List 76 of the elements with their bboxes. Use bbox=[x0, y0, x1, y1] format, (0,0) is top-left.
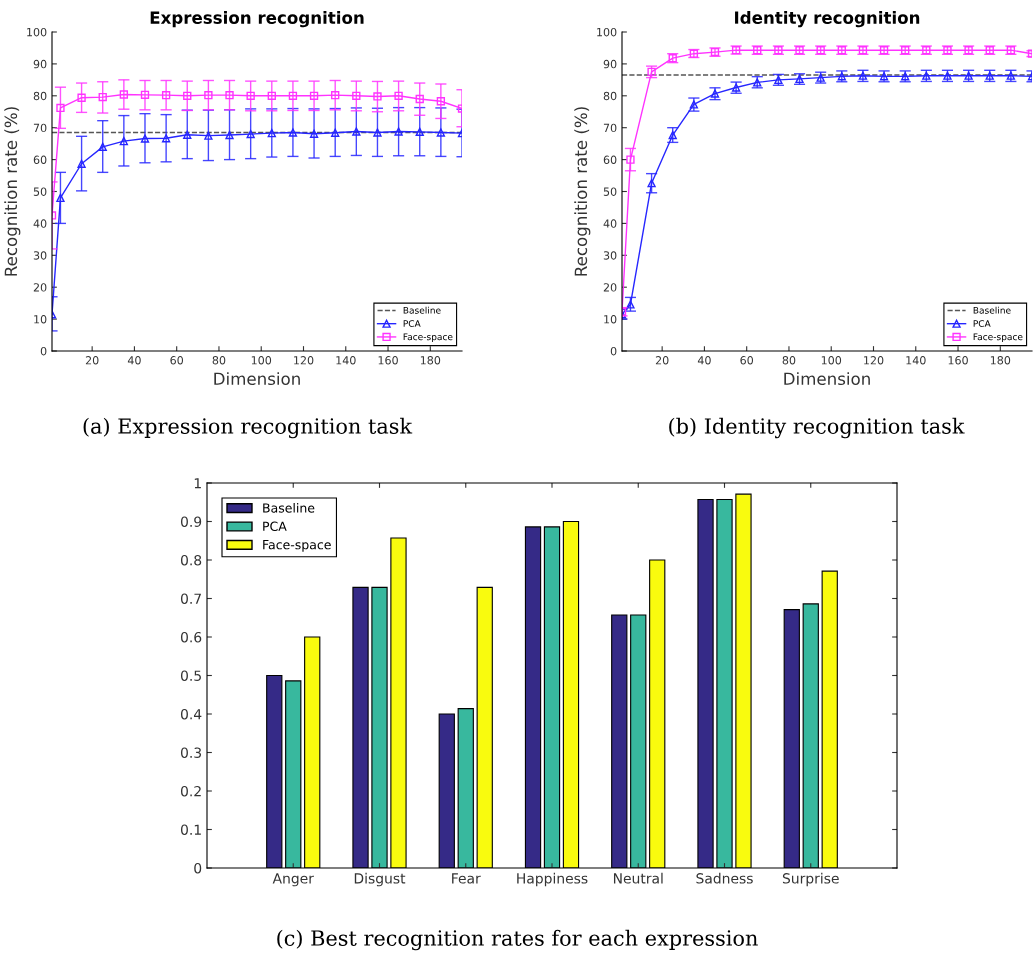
text: (b) Identity recognition task bbox=[669, 417, 965, 439]
chart-title: Expression recognition bbox=[150, 11, 364, 28]
y-tick-label: 80 bbox=[603, 91, 617, 101]
y-tick-label: 60 bbox=[603, 155, 617, 164]
x-tick-label: 140 bbox=[906, 356, 926, 365]
x-tick-label: 160 bbox=[948, 356, 968, 365]
chart-title: Identity recognition bbox=[735, 11, 920, 28]
y-tick-label: 70 bbox=[33, 123, 47, 133]
y-tick-label: 0.4 bbox=[180, 708, 202, 720]
y-tick-label: 0.5 bbox=[180, 670, 201, 681]
y-tick-label: 100 bbox=[597, 27, 617, 37]
y-tick-label: 0.7 bbox=[180, 593, 201, 604]
y-tick-label: 1 bbox=[194, 478, 201, 489]
y-tick-label: 40 bbox=[33, 219, 47, 228]
legend-label: Face-space bbox=[973, 333, 1023, 342]
y-tick-label: 50 bbox=[603, 187, 617, 196]
legend-label: PCA bbox=[263, 521, 287, 532]
x-tick-label: 80 bbox=[212, 356, 226, 365]
y-tick-label: 20 bbox=[33, 283, 47, 292]
x-axis-title: Dimension bbox=[214, 372, 300, 386]
y-tick-label: 70 bbox=[603, 123, 617, 133]
x-tick-label: Happiness bbox=[517, 872, 588, 887]
x-tick-label: 120 bbox=[864, 356, 884, 365]
x-tick-label: Fear bbox=[452, 873, 481, 884]
y-tick-label: 0.1 bbox=[180, 824, 201, 835]
y-tick-label: 0 bbox=[194, 862, 202, 874]
legend-label: PCA bbox=[403, 320, 421, 327]
x-tick-label: Disgust bbox=[354, 872, 406, 887]
legend-label: Face-space bbox=[403, 333, 453, 342]
x-tick-label: 80 bbox=[782, 356, 796, 365]
x-tick-label: 180 bbox=[990, 356, 1011, 365]
text: (c) Best recognition rates for each expression bbox=[277, 929, 758, 951]
y-tick-label: 10 bbox=[34, 315, 47, 324]
x-tick-label: 140 bbox=[336, 356, 356, 365]
x-tick-label: Neutral bbox=[613, 872, 663, 884]
legend-label: PCA bbox=[973, 320, 991, 327]
x-tick-label: 20 bbox=[655, 356, 669, 365]
y-tick-label: 0.6 bbox=[180, 631, 202, 643]
y-tick-label: 10 bbox=[604, 315, 617, 324]
y-tick-label: 0.3 bbox=[180, 747, 202, 758]
x-tick-label: Surprise bbox=[782, 872, 839, 887]
y-tick-label: 100 bbox=[27, 27, 47, 37]
x-axis-title: Dimension bbox=[784, 372, 870, 386]
y-tick-label: 0.8 bbox=[180, 554, 202, 566]
y-tick-label: 0 bbox=[610, 346, 617, 356]
y-tick-label: 80 bbox=[33, 91, 47, 101]
y-tick-label: 40 bbox=[603, 219, 617, 228]
y-tick-label: 30 bbox=[603, 251, 617, 260]
x-tick-label: 20 bbox=[85, 356, 99, 365]
x-tick-label: 40 bbox=[697, 356, 711, 365]
y-tick-label: 90 bbox=[33, 59, 47, 69]
y-tick-label: 60 bbox=[33, 155, 47, 164]
y-tick-label: 30 bbox=[33, 251, 47, 260]
text: (a) Expression recognition task bbox=[83, 417, 413, 439]
legend-label: Baseline bbox=[973, 306, 1011, 314]
y-tick-label: 90 bbox=[603, 59, 617, 69]
y-tick-label: 0.2 bbox=[180, 785, 201, 797]
x-tick-label: 160 bbox=[378, 356, 398, 365]
y-axis-title: Recognition rate (%) bbox=[4, 107, 21, 276]
x-tick-label: 100 bbox=[251, 356, 272, 365]
x-tick-label: 60 bbox=[170, 356, 184, 365]
x-tick-label: Sadness bbox=[696, 872, 753, 884]
y-tick-label: 0 bbox=[40, 346, 47, 356]
y-tick-label: 50 bbox=[33, 187, 47, 196]
legend-label: Baseline bbox=[263, 503, 315, 513]
x-tick-label: 100 bbox=[821, 356, 842, 365]
x-tick-label: 120 bbox=[294, 356, 314, 365]
x-tick-label: 180 bbox=[420, 356, 441, 365]
y-tick-label: 0.9 bbox=[180, 516, 202, 527]
legend-label: Baseline bbox=[403, 306, 441, 314]
x-tick-label: Anger bbox=[272, 873, 314, 887]
y-axis-title: Recognition rate (%) bbox=[574, 107, 591, 276]
legend-label: Face-space bbox=[263, 540, 331, 552]
x-tick-label: 60 bbox=[740, 356, 754, 365]
x-tick-label: 40 bbox=[127, 356, 141, 365]
y-tick-label: 20 bbox=[603, 283, 617, 292]
